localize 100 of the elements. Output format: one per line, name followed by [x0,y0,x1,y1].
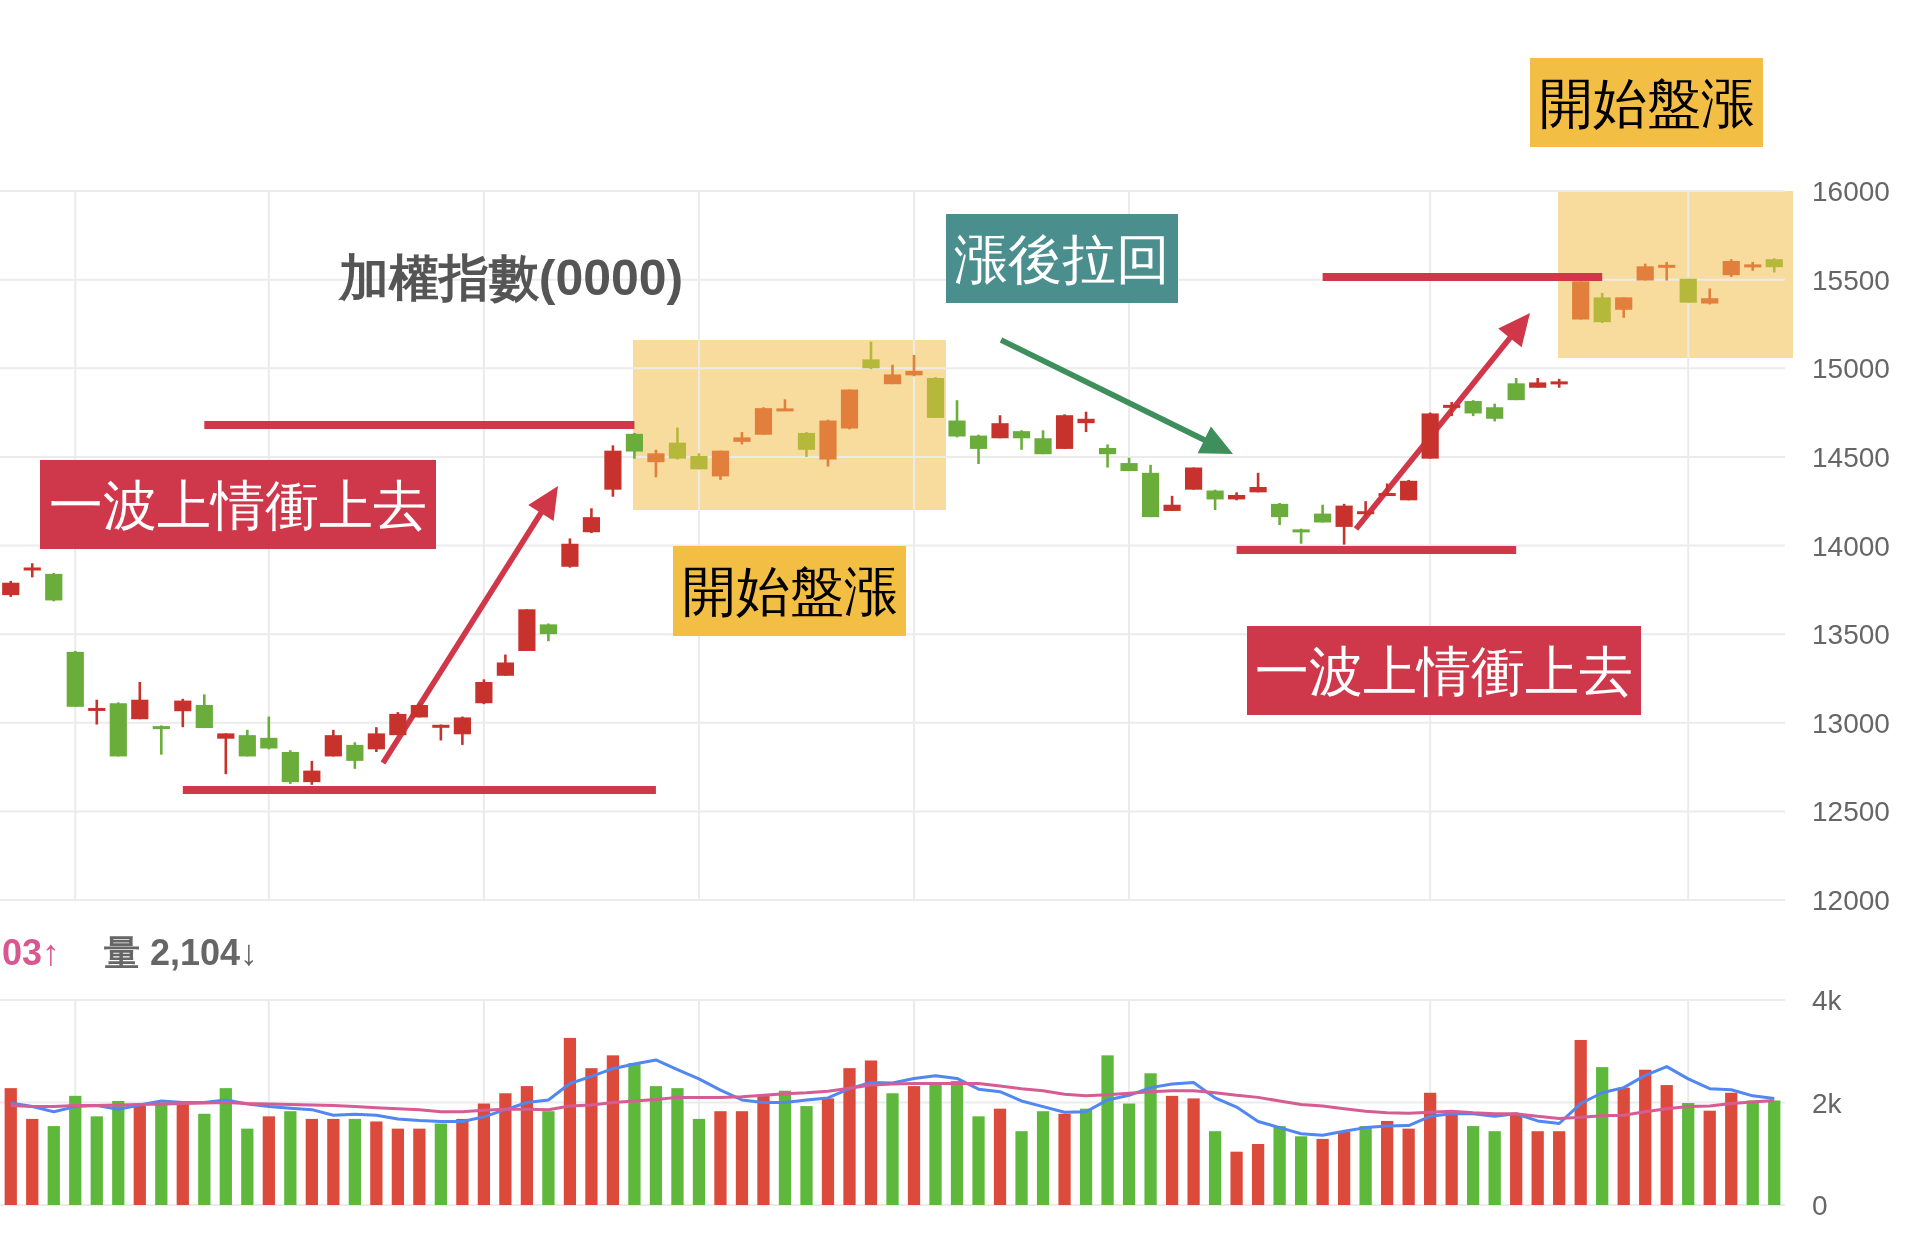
bar [1294,1136,1308,1205]
bar [1639,1069,1652,1205]
candlestick [367,725,385,754]
candlestick [647,448,665,479]
text: 03↑ [2,932,61,973]
bar [176,1103,189,1205]
candlestick [1012,428,1031,452]
bar [671,1088,684,1205]
bar [155,1103,168,1205]
bar [112,1100,125,1205]
bar [1187,1098,1200,1205]
bar [26,1118,39,1205]
candlestick [453,715,471,747]
candlestick [1271,501,1289,527]
bar [520,1086,534,1205]
bar [843,1068,856,1205]
text: 加權指數(0000) [336,250,684,306]
annotation: 開始盤漲 [681,561,898,622]
bar [434,1123,447,1205]
annotation: 一波上情衝上去 [1255,640,1633,701]
y-tick-label: 12000 [1812,885,1890,917]
y-tick-label: 0 [1812,1190,1828,1222]
bar [413,1128,426,1205]
candlestick [582,506,601,535]
bar [1703,1110,1716,1205]
y-tick-label: 14500 [1812,441,1890,473]
y-tick-label: 15500 [1812,264,1890,296]
candlestick [1357,499,1375,518]
bar [907,1086,921,1205]
bar [262,1116,275,1205]
bar [241,1128,254,1205]
bar [477,1103,491,1205]
bar [585,1068,598,1205]
annotation: 一波上情衝上去 [49,474,427,535]
candlestick [668,426,687,461]
note-box: 一波上情衝上去 [40,460,436,549]
candlestick [1658,260,1676,282]
annotation: 漲後拉回 [954,228,1170,289]
bar [1338,1131,1351,1205]
bar [1101,1055,1114,1205]
bar [219,1088,232,1205]
bar [456,1118,469,1205]
bar [47,1126,60,1205]
note-box: 開始盤漲 [1530,58,1763,147]
bar [1553,1131,1566,1205]
bar [1445,1114,1458,1205]
bar [4,1088,17,1205]
candlestick [152,724,170,756]
candlestick [475,678,493,706]
candlestick [238,728,256,758]
bar [1316,1138,1329,1205]
bar [1510,1114,1523,1205]
bar [1402,1128,1415,1205]
bar [305,1118,318,1205]
candlestick [1615,296,1633,320]
candlestick [1077,410,1095,434]
candlestick [1335,502,1353,546]
bar [886,1093,899,1205]
bar [69,1095,82,1205]
bar [757,1095,770,1205]
bar [1144,1073,1157,1205]
candlestick [797,430,816,459]
bar [1617,1087,1630,1205]
bar [821,1098,835,1205]
bar [778,1090,792,1205]
y-tick-label: 13500 [1812,619,1890,651]
bar [1122,1103,1136,1205]
bar [1660,1085,1673,1205]
bar [499,1093,512,1205]
bar [1574,1039,1587,1205]
note-box: 漲後拉回 [946,214,1178,303]
bar [1596,1067,1609,1205]
candlestick [195,693,213,730]
bar [1467,1126,1480,1205]
bar [1208,1131,1222,1205]
note-box: 開始盤漲 [673,546,906,636]
candlestick [1098,443,1117,469]
candlestick [324,728,342,758]
candlestick [969,433,988,466]
bar [284,1111,297,1205]
bar [1359,1126,1372,1205]
bar [1381,1120,1394,1205]
candlestick [88,698,106,726]
candlestick [496,653,514,678]
y-tick-label: 4k [1812,985,1843,1017]
bar [692,1118,706,1205]
bar [1746,1100,1759,1205]
bar [864,1060,878,1205]
candlestick [217,732,235,776]
candlestick [346,740,364,771]
bar [800,1106,813,1205]
bar [1682,1103,1695,1205]
y-tick-label: 2k [1812,1087,1843,1119]
bar [1768,1100,1781,1205]
bar [348,1118,361,1205]
candlestick [131,680,149,721]
y-tick-label: 16000 [1812,176,1890,208]
candlestick [561,537,579,569]
bar [1230,1151,1243,1205]
y-tick-label: 14000 [1812,530,1890,562]
